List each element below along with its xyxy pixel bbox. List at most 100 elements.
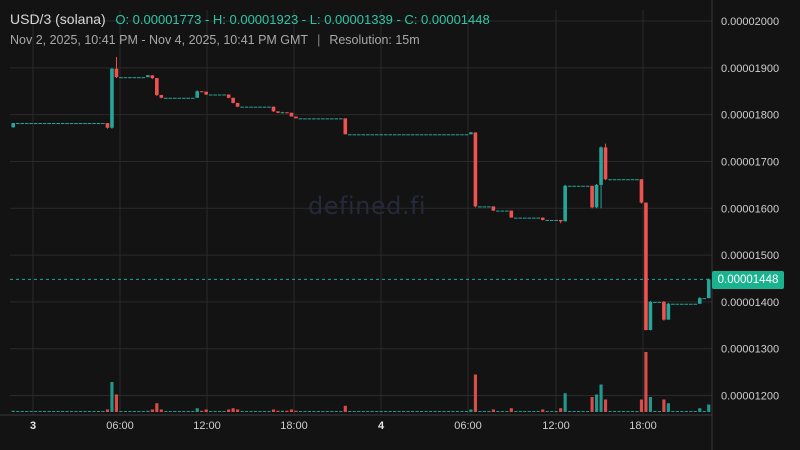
candle-body bbox=[128, 77, 132, 79]
volume-bar bbox=[132, 411, 136, 412]
volume-bar bbox=[617, 411, 621, 412]
candle-body bbox=[648, 301, 653, 330]
volume-bar bbox=[455, 411, 460, 412]
candle-body bbox=[397, 134, 401, 136]
volume-bar bbox=[473, 374, 477, 412]
volume-bar bbox=[428, 411, 433, 412]
volume-bar bbox=[536, 411, 540, 412]
candle-body bbox=[78, 123, 83, 125]
candle-body bbox=[33, 123, 38, 125]
candle-body bbox=[226, 94, 231, 98]
header-separator: | bbox=[317, 33, 321, 47]
candle-body bbox=[419, 134, 424, 136]
candle-body bbox=[123, 77, 128, 79]
volume-bar bbox=[402, 411, 406, 412]
candle-body bbox=[675, 303, 680, 305]
volume-bar bbox=[698, 408, 702, 412]
candle-body bbox=[289, 112, 294, 117]
volume-bar bbox=[648, 397, 652, 412]
candle-body bbox=[379, 134, 383, 136]
candle-body bbox=[509, 210, 514, 218]
candle-body bbox=[249, 106, 253, 108]
candle-body bbox=[92, 123, 96, 125]
volume-bar bbox=[666, 403, 670, 412]
price-axis-label: 0.00002000 bbox=[721, 16, 779, 28]
candle-body bbox=[20, 123, 25, 125]
candle-body bbox=[608, 179, 612, 181]
volume-bar bbox=[231, 408, 235, 412]
candle-body bbox=[621, 179, 626, 181]
volume-bar bbox=[56, 411, 60, 412]
volume-bar bbox=[509, 408, 513, 412]
candle-body bbox=[316, 118, 321, 120]
volume-bar bbox=[191, 411, 195, 412]
volume-bar bbox=[478, 411, 482, 412]
volume-bar bbox=[675, 411, 679, 412]
volume-bar bbox=[150, 409, 154, 412]
volume-bar bbox=[43, 411, 47, 412]
candle-body bbox=[460, 134, 464, 136]
volume-bar bbox=[285, 410, 289, 412]
volume-bar bbox=[608, 411, 612, 412]
candle-body bbox=[352, 134, 357, 136]
volume-bar bbox=[294, 410, 298, 412]
volume-bar bbox=[357, 411, 361, 412]
volume-bar bbox=[186, 411, 190, 412]
candle-body bbox=[653, 301, 657, 303]
candle-body bbox=[181, 97, 186, 99]
price-axis-label: 0.00001900 bbox=[721, 63, 779, 75]
candle-body bbox=[572, 185, 576, 187]
candle-body bbox=[74, 123, 78, 125]
volume-bar bbox=[527, 411, 531, 412]
candle-body bbox=[415, 134, 419, 136]
candle-body bbox=[347, 134, 352, 136]
volume-bar bbox=[424, 411, 428, 412]
volume-bar bbox=[702, 411, 706, 412]
volume-bar bbox=[236, 409, 240, 412]
candle-body bbox=[361, 134, 366, 136]
candle-body bbox=[119, 77, 123, 79]
price-axis-label: 0.00001800 bbox=[721, 110, 779, 122]
candle-body bbox=[276, 111, 280, 113]
volume-bar bbox=[209, 411, 213, 412]
volume-bar bbox=[348, 411, 352, 412]
candle-body bbox=[285, 112, 289, 114]
candle-body bbox=[330, 118, 334, 120]
volume-bar bbox=[11, 410, 15, 412]
volume-bar bbox=[437, 411, 442, 412]
candle-body bbox=[518, 217, 523, 219]
volume-bar bbox=[375, 411, 379, 412]
candle-body bbox=[370, 134, 375, 136]
candle-body bbox=[388, 134, 392, 136]
candle-body bbox=[491, 206, 496, 211]
candle-body bbox=[500, 210, 505, 212]
volume-bar bbox=[572, 411, 576, 412]
volume-bar bbox=[325, 411, 329, 412]
candle-body bbox=[24, 123, 29, 125]
candle-body bbox=[321, 118, 325, 120]
volume-bar bbox=[581, 411, 585, 412]
candle-body bbox=[617, 179, 621, 181]
candle-body bbox=[11, 123, 16, 128]
candle-body bbox=[267, 106, 271, 108]
volume-bar bbox=[343, 405, 347, 412]
volume-bar bbox=[218, 411, 222, 412]
candle-body bbox=[401, 134, 406, 136]
volume-bar bbox=[334, 411, 338, 412]
candle-body bbox=[446, 134, 451, 136]
candle-body bbox=[69, 123, 74, 125]
volume-bar bbox=[92, 411, 96, 412]
volume-bar bbox=[411, 411, 415, 412]
volume-bar bbox=[74, 411, 78, 412]
candle-body bbox=[585, 185, 590, 187]
volume-bar bbox=[595, 394, 599, 412]
volume-bar bbox=[550, 411, 554, 412]
candle-body bbox=[83, 123, 87, 125]
volume-bar bbox=[52, 411, 56, 412]
last-price-badge: 0.00001448 bbox=[712, 271, 784, 289]
candle-body bbox=[222, 94, 226, 96]
volume-bar bbox=[545, 411, 549, 412]
volume-bar bbox=[249, 411, 253, 412]
volume-bar bbox=[321, 411, 325, 412]
